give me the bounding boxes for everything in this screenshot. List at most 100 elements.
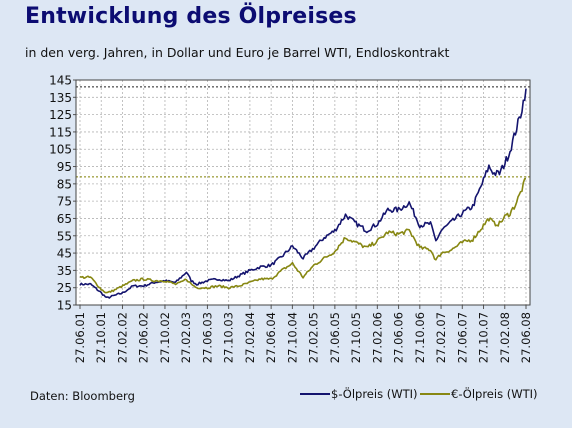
data-point-usd	[387, 209, 389, 211]
data-point-usd	[461, 212, 463, 214]
data-point-usd	[217, 278, 219, 280]
chart-title: Entwicklung des Ölpreises	[25, 4, 357, 29]
x-tick-label: 27.06.01	[73, 312, 87, 363]
data-point-eur	[90, 276, 92, 278]
data-point-usd	[122, 292, 124, 294]
data-point-usd	[334, 230, 336, 232]
data-point-usd	[355, 223, 357, 225]
legend-label-eur: €-Ölpreis (WTI)	[451, 387, 538, 401]
data-point-eur	[488, 218, 490, 220]
data-point-usd	[509, 150, 511, 152]
data-point-usd	[515, 131, 517, 133]
data-point-eur	[509, 212, 511, 214]
x-tick-label: 27.02.06	[370, 312, 384, 363]
y-tick-label: 145	[49, 74, 72, 88]
series-line-eur	[79, 177, 527, 294]
data-point-eur	[461, 242, 463, 244]
data-point-usd	[435, 240, 437, 242]
data-point-eur	[355, 242, 357, 244]
x-tick-label: 27.10.01	[94, 312, 108, 363]
data-point-usd	[313, 247, 315, 249]
data-point-eur	[217, 285, 219, 287]
data-point-usd	[366, 230, 368, 232]
data-point-eur	[435, 259, 437, 261]
data-point-eur	[249, 282, 251, 284]
x-tick-label: 27.02.05	[307, 312, 321, 363]
data-point-eur	[398, 233, 400, 235]
data-point-eur	[493, 223, 495, 225]
data-point-eur	[190, 283, 192, 285]
data-point-usd	[440, 230, 442, 232]
data-point-usd	[520, 114, 522, 116]
data-point-eur	[206, 287, 208, 289]
data-point-usd	[483, 180, 485, 182]
y-tick-label: 75	[57, 195, 72, 209]
x-tick-label: 27.06.05	[328, 312, 342, 363]
data-point-usd	[79, 283, 81, 285]
data-point-usd	[132, 285, 134, 287]
data-point-eur	[387, 231, 389, 233]
x-tick-label: 27.02.03	[179, 312, 193, 363]
data-point-eur	[143, 278, 145, 280]
y-tick-label: 45	[57, 247, 72, 261]
data-point-eur	[430, 249, 432, 251]
data-point-usd	[419, 225, 421, 227]
x-tick-label: 27.06.07	[455, 312, 469, 363]
x-tick-label: 27.02.08	[498, 312, 512, 363]
x-tick-label: 27.10.06	[413, 312, 427, 363]
data-point-eur	[302, 276, 304, 278]
data-point-eur	[515, 204, 517, 206]
data-point-eur	[520, 192, 522, 194]
plot-border	[75, 79, 531, 306]
data-point-usd	[292, 245, 294, 247]
data-point-usd	[281, 256, 283, 258]
data-point-eur	[366, 247, 368, 249]
data-point-usd	[206, 280, 208, 282]
x-tick-label: 27.02.02	[115, 312, 129, 363]
x-tick-label: 27.10.03	[222, 312, 236, 363]
data-point-eur	[499, 223, 501, 225]
data-point-eur	[472, 238, 474, 240]
data-point-usd	[525, 88, 527, 90]
data-point-usd	[106, 297, 108, 299]
data-point-usd	[238, 275, 240, 277]
data-point-eur	[292, 263, 294, 265]
y-tick-label: 105	[49, 143, 72, 157]
data-point-eur	[122, 285, 124, 287]
data-point-usd	[260, 266, 262, 268]
data-point-eur	[408, 230, 410, 232]
data-point-usd	[228, 280, 230, 282]
data-point-eur	[419, 247, 421, 249]
data-point-eur	[186, 278, 188, 280]
data-point-eur	[270, 278, 272, 280]
data-point-usd	[190, 280, 192, 282]
data-point-usd	[493, 173, 495, 175]
data-point-usd	[100, 292, 102, 294]
data-point-usd	[249, 270, 251, 272]
data-point-usd	[504, 162, 506, 164]
data-point-usd	[430, 223, 432, 225]
data-point-usd	[180, 276, 182, 278]
y-tick-label: 95	[57, 160, 72, 174]
series-line-usd	[79, 88, 527, 299]
data-point-eur	[451, 249, 453, 251]
data-point-usd	[499, 173, 501, 175]
x-tick-label: 27.02.04	[243, 312, 257, 363]
data-point-usd	[270, 264, 272, 266]
legend-item-usd: $-Ölpreis (WTI)	[300, 387, 418, 401]
data-point-eur	[180, 282, 182, 284]
data-point-usd	[408, 202, 410, 204]
y-tick-label: 115	[49, 125, 72, 139]
data-point-eur	[323, 257, 325, 259]
y-tick-label: 65	[57, 212, 72, 226]
legend-item-eur: €-Ölpreis (WTI)	[420, 387, 538, 401]
data-point-eur	[525, 178, 527, 180]
data-point-usd	[302, 257, 304, 259]
data-point-usd	[451, 221, 453, 223]
data-point-eur	[111, 290, 113, 292]
data-point-eur	[313, 264, 315, 266]
data-point-usd	[186, 271, 188, 273]
source-note: Daten: Bloomberg	[30, 389, 135, 403]
data-point-eur	[79, 276, 81, 278]
